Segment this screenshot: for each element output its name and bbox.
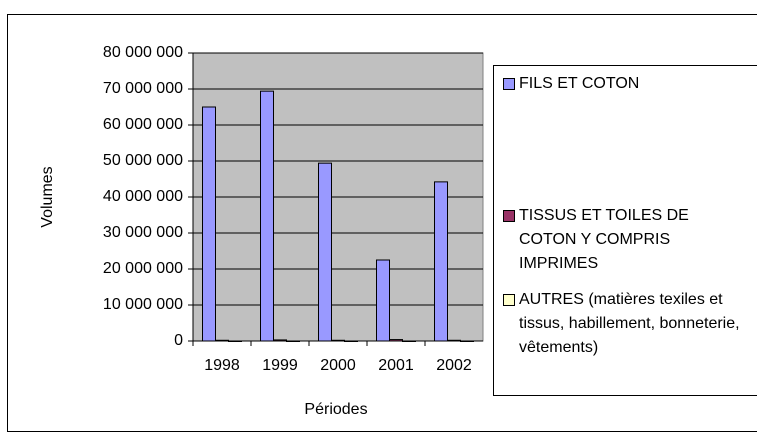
y-tick-label: 0 [174,332,183,349]
legend-box [493,65,757,396]
legend-swatch [503,294,515,306]
x-tick-label: 1999 [262,357,298,374]
legend-item: FILS ET COTON [503,72,743,96]
bar [376,259,390,342]
y-tick-label: 80 000 000 [103,44,183,61]
x-tick-label: 2002 [436,357,472,374]
legend-label: AUTRES (matières texiles et tissus, habi… [519,291,740,356]
x-tick-label: 2000 [320,357,356,374]
legend-item: AUTRES (matières texiles et tissus, habi… [503,288,743,360]
y-tick-label: 20 000 000 [103,260,183,277]
y-tick-label: 70 000 000 [103,80,183,97]
bar [318,162,332,342]
y-tick-label: 40 000 000 [103,188,183,205]
legend-item: TISSUS ET TOILES DE COTON Y COMPRIS IMPR… [503,204,743,276]
y-axis-title: Volumes [39,166,56,227]
legend-label: TISSUS ET TOILES DE COTON Y COMPRIS IMPR… [519,207,689,272]
legend-label: FILS ET COTON [519,75,640,92]
y-tick-label: 30 000 000 [103,224,183,241]
bar [202,106,216,342]
legend-swatch [503,78,515,90]
bar [260,90,274,342]
y-tick-label: 50 000 000 [103,152,183,169]
bar [434,181,448,342]
y-tick-label: 10 000 000 [103,296,183,313]
x-axis-title: Périodes [304,401,367,418]
y-tick-label: 60 000 000 [103,116,183,133]
legend-swatch [503,210,515,222]
x-tick-label: 1998 [204,357,240,374]
x-tick-label: 2001 [378,357,414,374]
